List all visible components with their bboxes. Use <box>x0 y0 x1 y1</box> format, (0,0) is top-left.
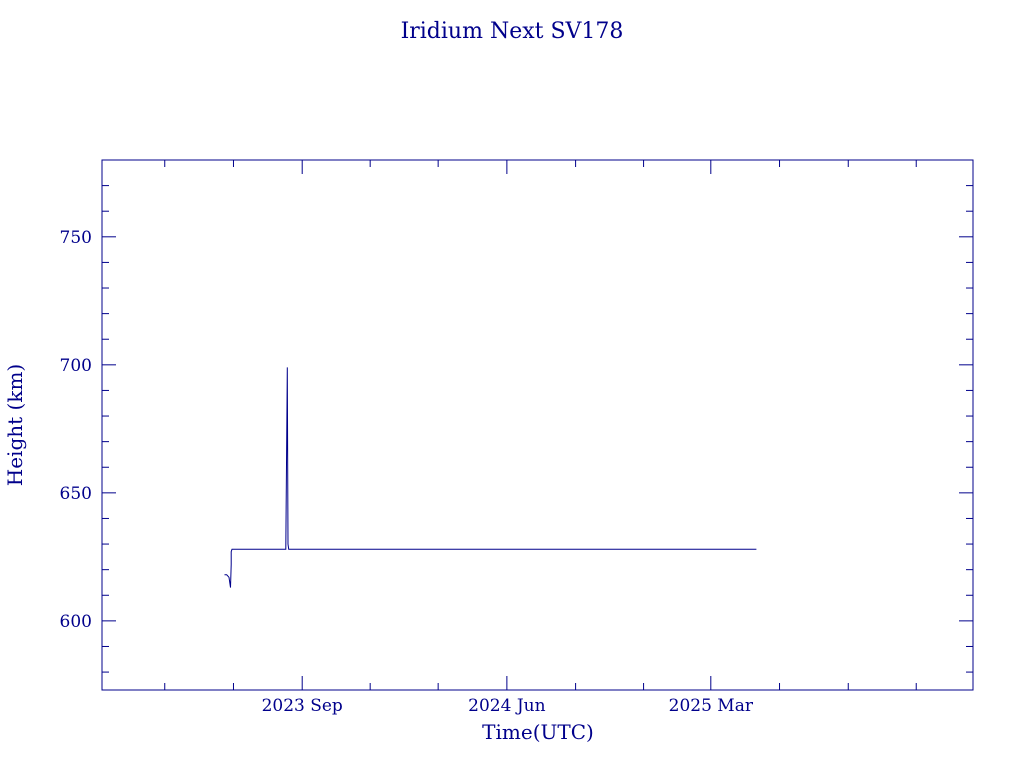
x-tick-label: 2024 Jun <box>468 696 545 716</box>
axis-ticks <box>102 159 973 690</box>
y-axis-label: Height (km) <box>3 364 27 486</box>
y-tick-label: 600 <box>60 612 92 632</box>
y-tick-label: 650 <box>60 484 92 504</box>
x-tick-labels: 2023 Sep 2024 Jun 2025 Mar <box>262 696 754 716</box>
series-line <box>224 367 757 588</box>
y-tick-label: 700 <box>60 356 92 376</box>
y-tick-label: 750 <box>60 228 92 248</box>
chart-title: Iridium Next SV178 <box>401 19 624 44</box>
x-tick-label: 2025 Mar <box>669 696 754 716</box>
plot-frame <box>101 159 974 691</box>
y-tick-labels: 600 650 700 750 <box>60 228 92 632</box>
x-tick-label: 2023 Sep <box>262 696 343 716</box>
x-axis-label: Time(UTC) <box>482 720 594 744</box>
